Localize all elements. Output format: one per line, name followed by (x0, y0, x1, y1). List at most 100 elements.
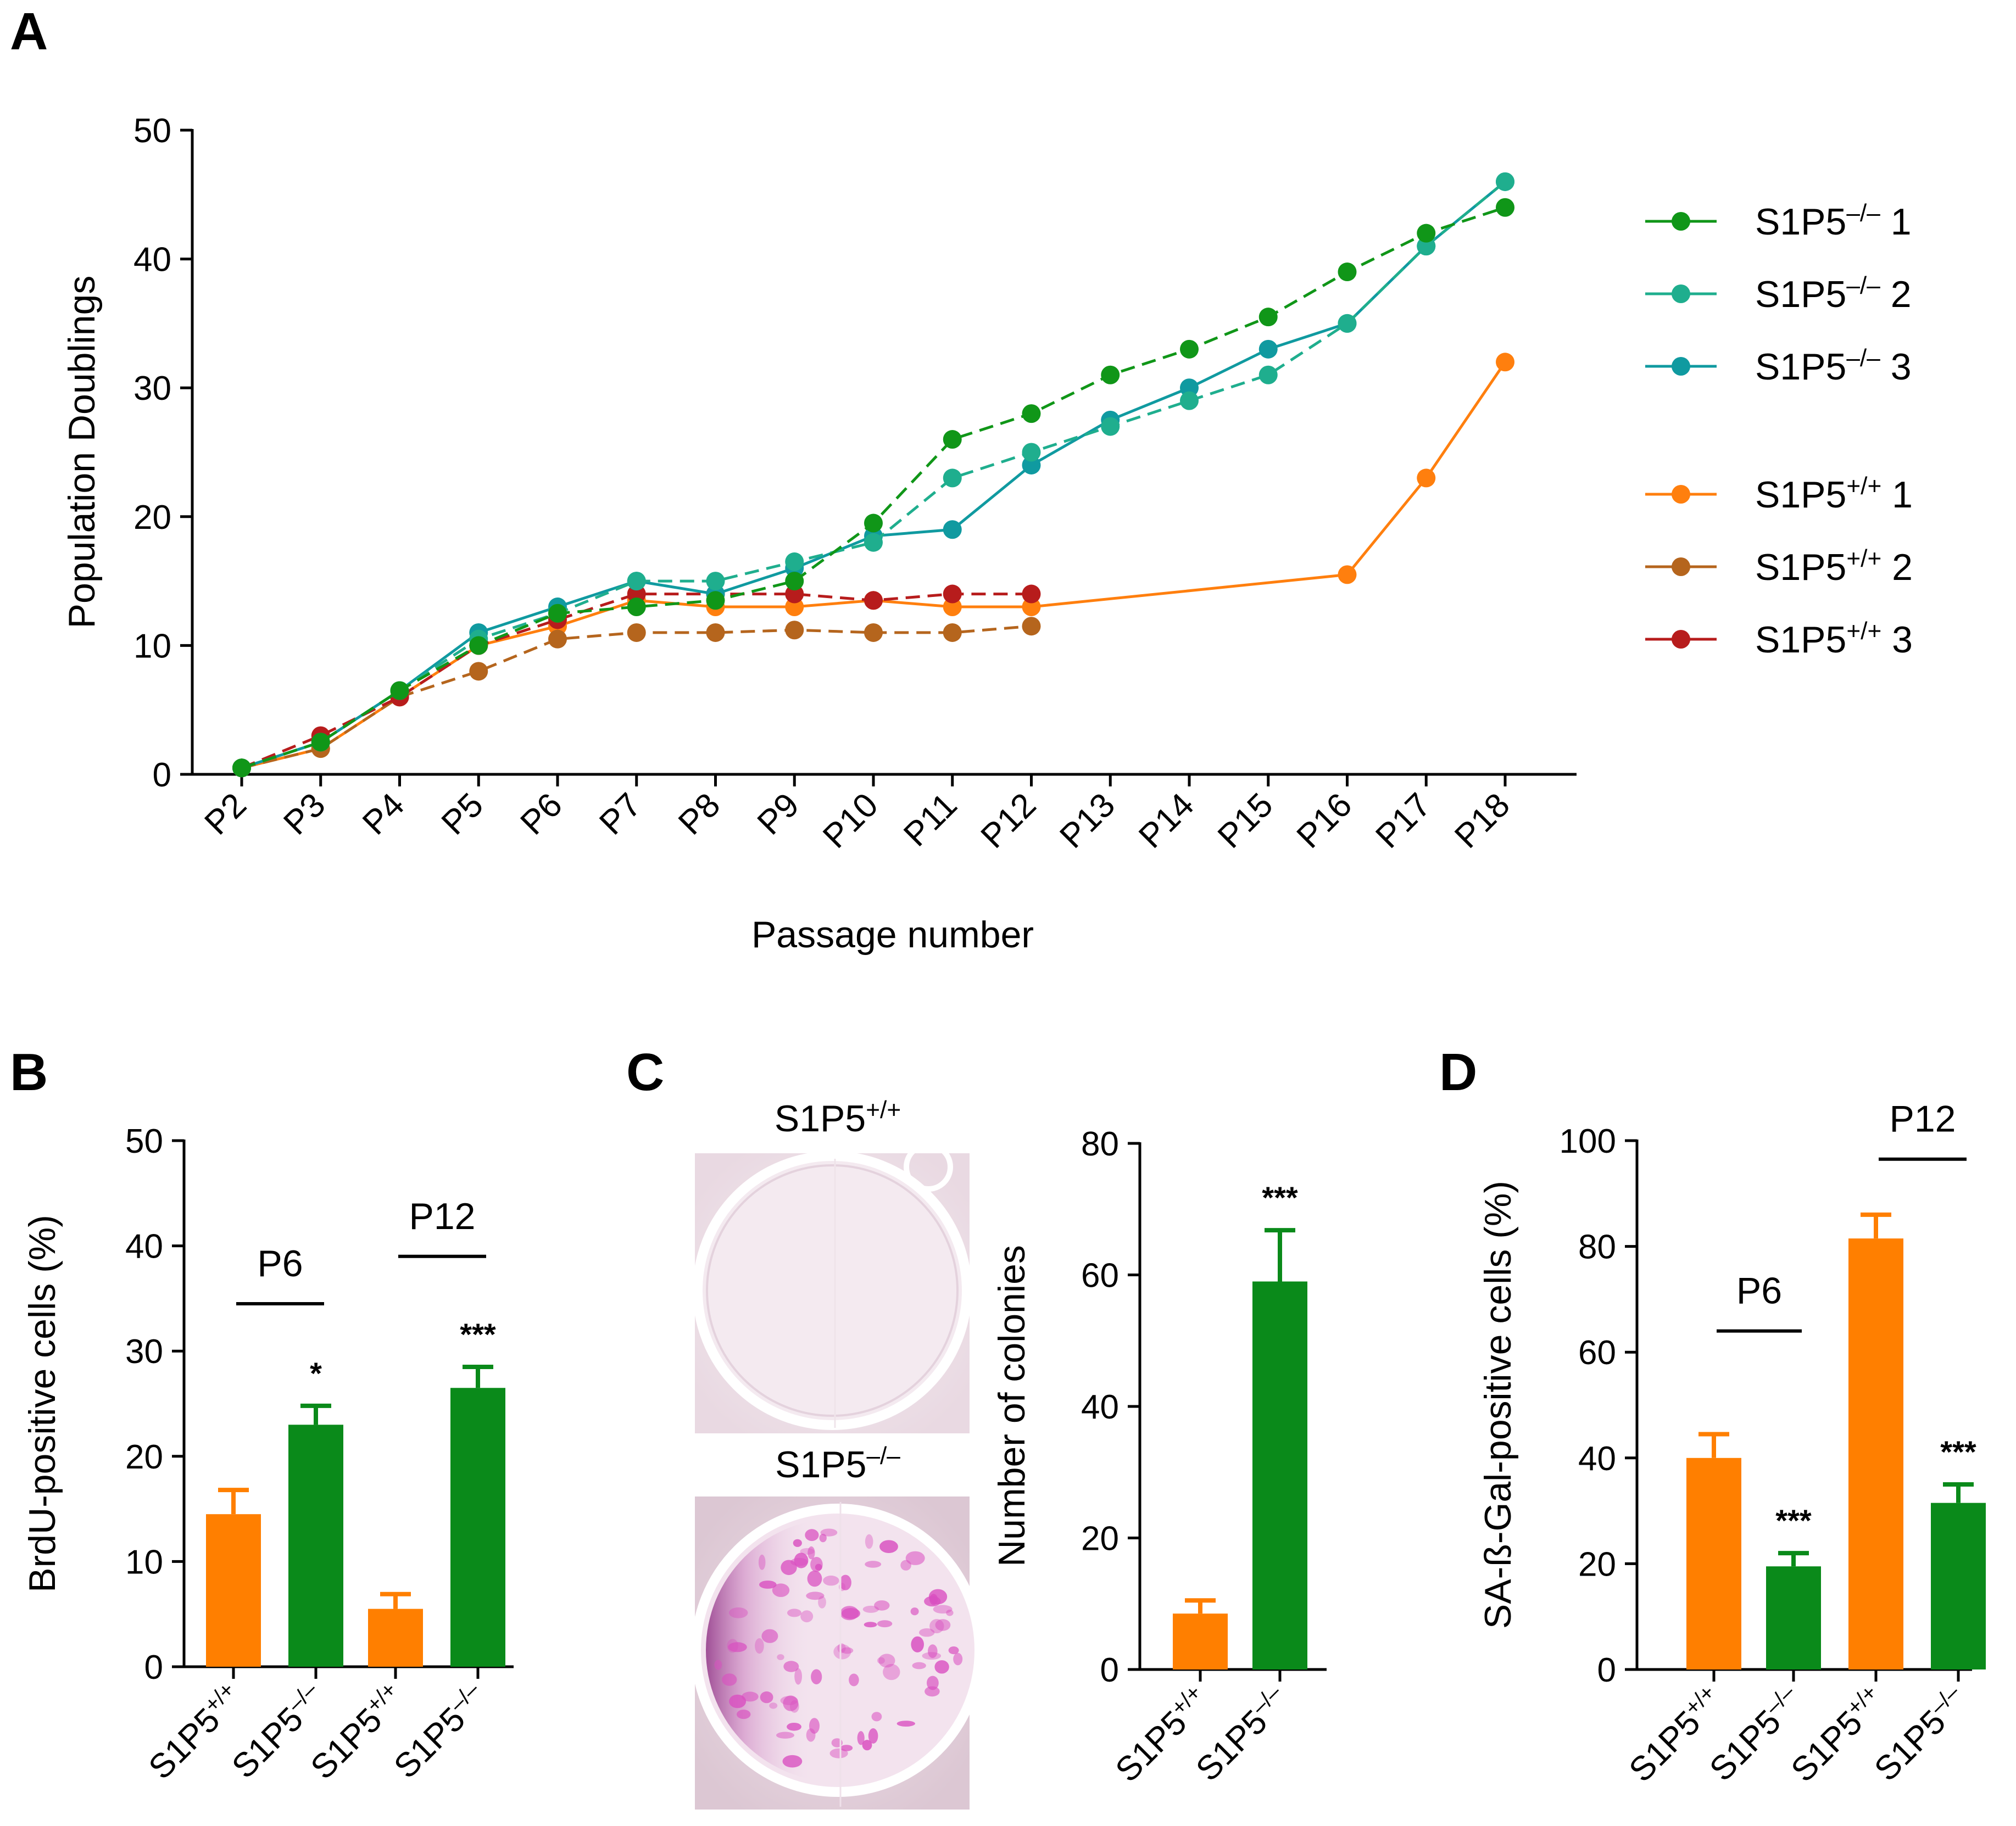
colony (878, 1654, 895, 1668)
colony (837, 1643, 846, 1654)
y-tick-label: 30 (125, 1333, 163, 1371)
colony (922, 1652, 942, 1660)
x-tick-label: P11 (896, 786, 965, 854)
data-point (706, 623, 725, 642)
legend-label: S1P5–/– 3 (1755, 345, 1912, 388)
colony (722, 1673, 737, 1686)
colony (777, 1654, 784, 1660)
colony (807, 1546, 815, 1560)
colony (807, 1570, 822, 1587)
data-point (627, 623, 646, 642)
colony (953, 1652, 963, 1666)
data-point (1258, 365, 1278, 384)
legend-item-5: S1P5+/+ 2 (1645, 545, 1913, 588)
data-point (1180, 339, 1199, 359)
legend-item-1: S1P5–/– 1 (1645, 200, 1912, 243)
data-point (1101, 417, 1120, 436)
colony (714, 1660, 722, 1670)
series-2 (232, 172, 1514, 778)
x-tick-label: P5 (435, 786, 491, 842)
legend-label: S1P5–/– 1 (1755, 200, 1912, 243)
legend-swatch-marker (1672, 212, 1690, 231)
bar-chart-brdu: 0 10 20 30 40 50 BrdU-positive cells (%) S1P5+/… (21, 1123, 514, 1786)
y-tick-label: 60 (1578, 1334, 1616, 1372)
colony (935, 1619, 951, 1631)
colony (728, 1607, 748, 1618)
data-point (1258, 339, 1278, 359)
legend-label: S1P5+/+ 3 (1755, 618, 1913, 661)
data-point (311, 733, 330, 752)
colony-plate-wt (693, 1142, 972, 1433)
x-tick-label: P8 (671, 786, 727, 842)
data-point (864, 533, 883, 552)
colony (928, 1644, 938, 1659)
significance-label: *** (1775, 1503, 1812, 1538)
y-tick-label: 0 (144, 1649, 163, 1687)
series-line (241, 593, 1032, 769)
data-point (785, 572, 804, 591)
colony (806, 1592, 825, 1600)
colony (781, 1560, 797, 1576)
y-tick-label: 80 (1578, 1228, 1616, 1266)
legend-item-2: S1P5–/– 2 (1645, 272, 1912, 316)
x-tick-label: P12 (974, 786, 1044, 856)
group-label: P6 (257, 1243, 303, 1285)
data-point (1338, 314, 1357, 333)
data-point (1180, 391, 1199, 410)
data-point (1180, 378, 1199, 398)
data-point (943, 430, 962, 449)
data-point (390, 681, 409, 700)
colony (728, 1642, 747, 1652)
y-tick-label: 50 (125, 1123, 163, 1160)
significance-label: *** (460, 1317, 496, 1352)
panel-letter-b: B (10, 1043, 48, 1102)
data-point (785, 598, 804, 617)
bar (1766, 1566, 1821, 1669)
bar (1686, 1458, 1741, 1669)
colony (772, 1583, 790, 1597)
y-tick-label: 80 (1081, 1125, 1119, 1163)
colony (758, 1554, 766, 1570)
x-tick-label: S1P5+/+ (140, 1677, 250, 1787)
data-point (943, 598, 962, 617)
data-point (232, 758, 251, 778)
data-point (1022, 443, 1041, 462)
data-point (627, 572, 646, 591)
y-tick-label: 30 (133, 370, 171, 407)
legend-swatch-marker (1672, 630, 1690, 649)
colony (829, 1748, 848, 1758)
colony (871, 1712, 882, 1722)
data-point (1022, 455, 1041, 474)
legend-label: S1P5–/– 2 (1755, 272, 1912, 316)
colony (929, 1619, 944, 1634)
y-tick-label: 20 (133, 499, 171, 537)
series-1 (232, 198, 1514, 778)
colony (794, 1668, 802, 1685)
significance-label: *** (1262, 1180, 1298, 1215)
y-tick-label: 40 (125, 1228, 163, 1266)
x-tick-label: P13 (1052, 786, 1122, 856)
bar (288, 1425, 343, 1667)
bar (1848, 1238, 1903, 1669)
data-point (1338, 565, 1357, 584)
colony (820, 1528, 838, 1537)
x-tick-label: S1P5–/– (386, 1677, 495, 1786)
y-tick-label: 40 (133, 241, 171, 279)
x-tick-label: P14 (1132, 786, 1201, 856)
y-tick-label: 0 (1100, 1651, 1119, 1689)
legend-swatch-marker (1672, 284, 1690, 303)
colony (910, 1607, 919, 1616)
bar (450, 1388, 505, 1667)
data-point (548, 629, 567, 649)
data-point (1258, 308, 1278, 327)
legend-swatch-marker (1672, 357, 1690, 376)
legend: S1P5–/– 1 S1P5–/– 2 S1P5–/– 3 S1P5+/+ 1 S1P5… (1645, 200, 1913, 661)
bar (1931, 1503, 1986, 1669)
data-point (1338, 263, 1357, 282)
colony (818, 1596, 826, 1609)
colony (755, 1638, 764, 1654)
x-tick-label: P2 (197, 786, 253, 842)
colony (760, 1691, 773, 1704)
colony (925, 1686, 940, 1697)
